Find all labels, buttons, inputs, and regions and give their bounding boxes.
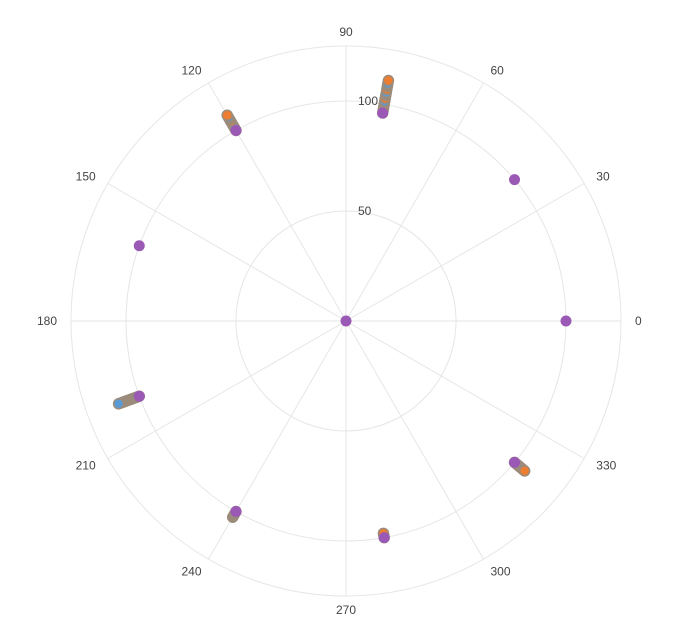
angular-tick-label-150: 150 xyxy=(76,170,96,184)
angular-tick-label-180: 180 xyxy=(37,314,57,328)
angular-gridline-330 xyxy=(345,320,585,459)
labels-layer: 0 30 60 90 120 150 180 210 240 270 300 330 50 100 xyxy=(37,25,642,617)
angular-tick-label-240: 240 xyxy=(181,564,201,578)
trail-point-80-11 xyxy=(382,74,395,87)
angular-gridline-150 xyxy=(107,183,347,322)
radial-tick-label-100: 100 xyxy=(358,94,378,108)
angular-gridline-30 xyxy=(345,183,585,322)
trail-point-200-13 xyxy=(112,398,125,410)
trail-point-120-8 xyxy=(221,109,233,121)
data-point-200-100 xyxy=(133,390,145,402)
data-point-280-100 xyxy=(378,532,390,544)
angular-tick-label-210: 210 xyxy=(76,459,96,473)
angular-tick-label-120: 120 xyxy=(181,64,201,78)
trail-point-320-8 xyxy=(518,465,531,477)
angular-gridline-210 xyxy=(107,320,347,459)
radial-tick-label-50: 50 xyxy=(358,204,372,218)
data-point-0-0 xyxy=(340,315,352,327)
angular-tick-label-60: 60 xyxy=(491,64,505,78)
data-point-0-100 xyxy=(560,315,572,327)
angular-tick-label-90: 90 xyxy=(339,25,353,39)
angular-tick-label-330: 330 xyxy=(596,459,616,473)
angular-tick-label-300: 300 xyxy=(491,564,511,578)
angular-gridline-240 xyxy=(208,320,347,560)
data-point-240-100 xyxy=(230,506,242,518)
data-point-160-100 xyxy=(133,240,145,252)
points-layer xyxy=(112,74,572,544)
angular-tick-label-30: 30 xyxy=(596,170,610,184)
data-point-80-96 xyxy=(377,107,389,119)
data-point-40-100 xyxy=(509,174,521,186)
angular-tick-label-0: 0 xyxy=(635,314,642,328)
data-point-120-100 xyxy=(230,124,242,136)
data-point-320-100 xyxy=(509,456,521,468)
angular-gridline-60 xyxy=(345,82,484,322)
angular-tick-label-270: 270 xyxy=(336,603,356,617)
angular-gridline-300 xyxy=(345,320,484,560)
